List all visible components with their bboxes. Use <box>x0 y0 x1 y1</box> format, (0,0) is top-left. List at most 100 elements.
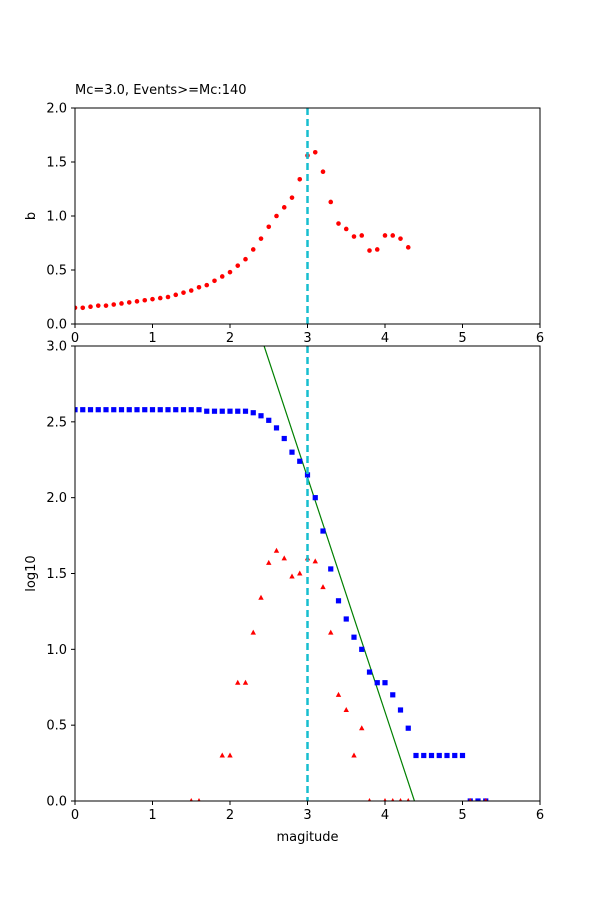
data-point <box>142 407 148 413</box>
data-point <box>227 408 233 414</box>
data-point <box>390 233 396 238</box>
data-point <box>289 195 295 200</box>
data-point <box>351 634 357 640</box>
data-point <box>351 752 357 758</box>
data-point <box>219 752 225 758</box>
data-point <box>243 256 248 262</box>
data-point <box>405 725 411 731</box>
data-point <box>266 417 272 423</box>
data-point <box>413 752 419 759</box>
data-point <box>436 752 442 759</box>
data-point <box>180 407 187 413</box>
data-point <box>204 408 210 414</box>
y-tick-label: 2.0 <box>46 102 67 117</box>
data-point <box>452 752 458 759</box>
y-tick-label: 1.5 <box>46 567 67 582</box>
data-point <box>111 407 117 413</box>
data-point <box>227 269 233 275</box>
y-tick-label: 2.0 <box>46 491 67 506</box>
data-point <box>150 296 155 302</box>
data-point <box>188 288 194 293</box>
data-point <box>80 407 86 413</box>
data-point <box>367 798 372 801</box>
x-tick-label: 4 <box>381 331 389 346</box>
data-point <box>250 247 256 252</box>
data-point <box>227 752 233 758</box>
data-point <box>312 149 318 155</box>
data-point <box>312 495 318 501</box>
data-point <box>75 305 78 311</box>
data-point <box>266 559 272 565</box>
data-point <box>320 169 326 175</box>
data-point <box>359 233 365 238</box>
x-tick-label: 1 <box>148 331 156 346</box>
data-point <box>273 425 280 431</box>
data-point <box>189 798 193 801</box>
data-point <box>382 233 388 238</box>
y-tick-label: 0.5 <box>46 719 67 734</box>
data-point <box>266 224 272 230</box>
data-point <box>281 205 287 210</box>
x-tick-label: 0 <box>71 808 79 823</box>
data-point <box>197 798 201 801</box>
data-point <box>103 407 109 413</box>
data-point <box>165 294 171 300</box>
data-point <box>281 435 287 442</box>
data-point <box>181 290 186 295</box>
data-point <box>235 263 241 268</box>
data-point <box>173 292 179 298</box>
data-point <box>103 303 109 308</box>
data-point <box>328 199 334 205</box>
data-point <box>281 555 287 561</box>
series-1 <box>189 547 488 801</box>
data-point <box>250 629 256 635</box>
data-point <box>149 407 156 413</box>
x-tick-label: 6 <box>536 331 544 346</box>
data-point <box>235 408 241 414</box>
data-point <box>367 248 372 253</box>
data-point <box>320 584 326 590</box>
data-point <box>274 213 279 219</box>
data-point <box>297 570 303 576</box>
data-point <box>297 458 303 464</box>
data-point <box>428 752 435 759</box>
data-point <box>359 725 365 731</box>
b-value-panel: Mc=3.0, Events>=Mc:140 0 1 2 3 4 5 6 0.0 0.5 1.0 1.… <box>24 83 544 346</box>
data-point <box>119 301 124 306</box>
data-point <box>359 646 365 652</box>
x-tick-label: 1 <box>148 808 156 823</box>
data-point <box>351 234 357 239</box>
data-point <box>75 407 78 413</box>
x-tick-label: 2 <box>226 808 234 823</box>
y-tick-label: 2.5 <box>46 415 67 430</box>
plot-area <box>75 346 489 801</box>
data-point <box>165 407 171 413</box>
frequency-magnitude-panel: 0 1 2 3 4 5 6 0.0 0.5 1.0 1.5 2.0 2.5 3.0 magitude log1… <box>24 340 544 846</box>
x-tick-label: 6 <box>536 808 544 823</box>
data-point <box>374 680 380 686</box>
data-point <box>258 413 264 419</box>
data-point <box>459 752 466 759</box>
data-point <box>421 752 427 759</box>
data-point <box>304 472 311 478</box>
data-point <box>258 594 264 600</box>
data-point <box>196 284 202 290</box>
data-point <box>475 798 481 801</box>
data-point <box>134 299 140 304</box>
data-point <box>444 752 450 759</box>
data-point <box>242 679 249 685</box>
data-point <box>126 407 132 413</box>
data-point <box>405 245 411 250</box>
data-point <box>343 226 349 232</box>
data-point <box>211 408 218 414</box>
data-point <box>95 407 101 413</box>
y-tick-label: 1.0 <box>46 643 67 658</box>
data-point <box>95 303 101 308</box>
data-point <box>126 300 132 305</box>
data-point <box>390 692 396 698</box>
data-point <box>88 304 93 310</box>
data-point <box>87 407 94 413</box>
x-tick-label: 2 <box>226 331 234 346</box>
data-point <box>258 236 264 241</box>
